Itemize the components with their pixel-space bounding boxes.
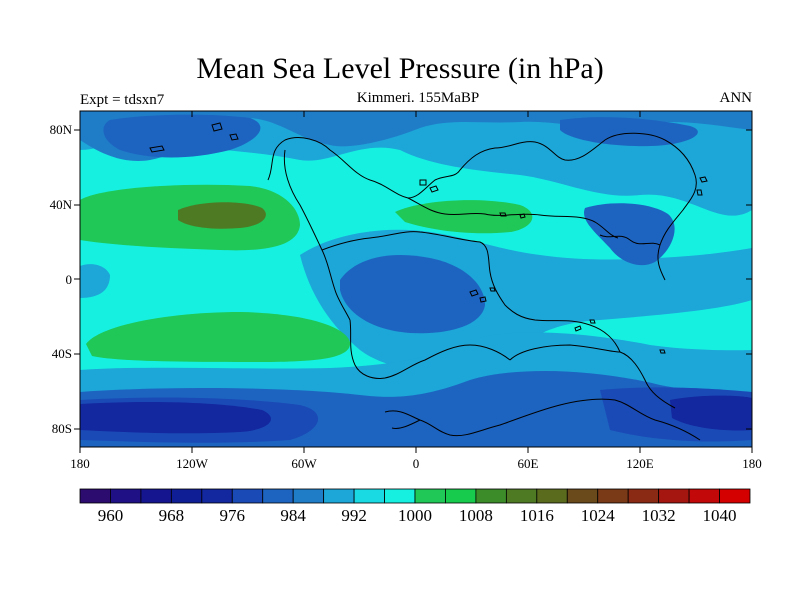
- x-tick-label: 120W: [176, 456, 209, 471]
- experiment-label: Expt = tdsxn7: [80, 92, 165, 108]
- colorbar-swatch: [140, 488, 172, 504]
- colorbar-label: 1040: [703, 506, 737, 525]
- colorbar-label: 968: [159, 506, 185, 525]
- colorbar-swatch: [353, 488, 385, 504]
- axis-ticks: [74, 111, 753, 453]
- pressure-field: [80, 111, 752, 447]
- coast-tethys-north: [407, 197, 619, 239]
- x-tick-label: 60E: [518, 456, 539, 471]
- low-continental-988: [340, 254, 485, 334]
- coast-laurasia-east: [599, 139, 697, 281]
- colorbar-swatch: [323, 488, 355, 504]
- colorbar-label: 960: [98, 506, 124, 525]
- coastlines: [149, 122, 708, 441]
- colorbar-swatch: [566, 488, 599, 504]
- colorbar-swatch: [688, 488, 720, 504]
- coast-gondwana-south: [349, 319, 511, 379]
- coast-laurasia-west: [267, 132, 666, 199]
- colorbar-swatch: [110, 488, 142, 504]
- x-tick-label: 120E: [626, 456, 654, 471]
- colorbar-swatch: [231, 488, 264, 504]
- coast-gondwana-north: [321, 231, 621, 353]
- chart-title: Mean Sea Level Pressure (in hPa): [196, 52, 604, 85]
- x-tick-label: 180: [70, 456, 90, 471]
- colorbar-labels: 960 968 976 984 992 1000 1008 1016 1024 1032 1040: [98, 506, 737, 525]
- islands-north: [149, 122, 708, 219]
- x-axis-labels: 180 120W 60W 0 60E 120E 180: [70, 456, 762, 471]
- colorbar-swatch: [597, 488, 629, 504]
- y-tick-label: 40N: [50, 197, 73, 212]
- colorbar-swatch: [719, 488, 751, 504]
- high-south-1004: [86, 312, 351, 362]
- colorbar-label: 1032: [642, 506, 676, 525]
- colorbar-swatch: [658, 488, 690, 504]
- colorbar-label: 1016: [520, 506, 554, 525]
- y-tick-label: 40S: [52, 346, 72, 361]
- high-north-atlantic-1000: [395, 200, 533, 234]
- y-tick-label: 80S: [52, 421, 72, 436]
- colorbar-swatch: [262, 488, 294, 504]
- colorbar-label: 984: [280, 506, 306, 525]
- colorbar-label: 976: [220, 506, 246, 525]
- y-tick-label: 0: [66, 272, 73, 287]
- colorbar-swatch: [384, 488, 416, 504]
- band-south-east-976: [670, 395, 752, 431]
- colorbar-label: 1000: [398, 506, 432, 525]
- colorbar-swatch: [536, 488, 568, 504]
- colorbar-swatch: [475, 488, 507, 504]
- y-tick-label: 80N: [50, 122, 73, 137]
- colorbar-swatch: [170, 488, 203, 504]
- x-tick-label: 180: [742, 456, 762, 471]
- season-label: ANN: [719, 90, 753, 106]
- colorbar-swatch: [627, 488, 660, 504]
- x-tick-label: 0: [413, 456, 420, 471]
- islands-tropics: [469, 287, 666, 354]
- band-south-976: [80, 402, 271, 434]
- colorbar-swatch: [505, 488, 538, 504]
- low-east-asia: [584, 203, 675, 266]
- colorbar-swatch: [201, 488, 233, 504]
- colorbar-swatch: [292, 488, 325, 504]
- band-west-equator-992: [80, 264, 110, 298]
- colorbar: [79, 488, 751, 504]
- colorbar-swatch: [414, 488, 446, 504]
- coast-australia: [509, 344, 676, 409]
- y-axis-labels: 80N 40N 0 40S 80S: [50, 122, 73, 436]
- colorbar-label: 1008: [459, 506, 493, 525]
- x-tick-label: 60W: [291, 456, 317, 471]
- colorbar-label: 992: [341, 506, 367, 525]
- coast-antarctica: [384, 398, 701, 441]
- colorbar-swatch: [79, 488, 111, 504]
- high-north-pacific-1012: [178, 202, 266, 229]
- colorbar-swatch: [445, 488, 477, 504]
- period-label: Kimmeri. 155MaBP: [356, 90, 480, 106]
- colorbar-label: 1024: [581, 506, 616, 525]
